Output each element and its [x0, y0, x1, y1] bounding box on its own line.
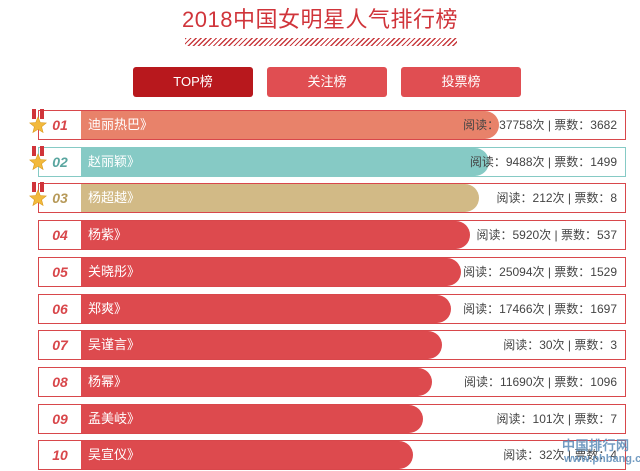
celebrity-name-link[interactable]: 杨超越》: [88, 190, 141, 205]
popularity-bar: [81, 148, 489, 176]
rank-number: 10: [52, 447, 68, 463]
rank-number: 03: [52, 190, 68, 206]
ranking-row[interactable]: 07 吴谨言》 阅读：30次 | 票数：3: [38, 330, 626, 360]
watermark-site-name: 中国排行网: [562, 438, 630, 453]
read-vote-stats: 阅读：212次 | 票数：8: [496, 191, 617, 205]
ranking-row[interactable]: 08 杨幂》 阅读：11690次 | 票数：1096: [38, 367, 626, 397]
watermark: 中国排行网 www.phbang.cn: [556, 435, 640, 471]
celebrity-name-link[interactable]: 关晓彤》: [88, 264, 141, 279]
ranking-row[interactable]: 02 赵丽颖》 阅读：9488次 | 票数：1499: [38, 147, 626, 177]
popularity-bar: [81, 111, 499, 139]
popularity-bar: [81, 221, 470, 249]
tab-vote[interactable]: 投票榜: [401, 67, 521, 97]
popularity-bar: [81, 295, 451, 323]
rank-number: 01: [52, 117, 68, 133]
rank-number: 08: [52, 374, 68, 390]
celebrity-name-link[interactable]: 孟美岐》: [88, 411, 141, 426]
ranking-row[interactable]: 03 杨超越》 阅读：212次 | 票数：8: [38, 183, 626, 213]
ranking-row[interactable]: 04 杨紫》 阅读：5920次 | 票数：537: [38, 220, 626, 250]
rank-number: 02: [52, 154, 68, 170]
rank-number: 09: [52, 411, 68, 427]
celebrity-name-link[interactable]: 吴谨言》: [88, 337, 141, 352]
celebrity-name-link[interactable]: 郑爽》: [88, 301, 128, 316]
medal-star-icon: [29, 109, 47, 134]
rank-number: 07: [52, 337, 68, 353]
rank-number: 06: [52, 301, 68, 317]
read-vote-stats: 阅读：9488次 | 票数：1499: [469, 155, 617, 169]
popularity-bar: [81, 405, 423, 433]
tab-top[interactable]: TOP榜: [133, 67, 253, 97]
celebrity-name-link[interactable]: 迪丽热巴》: [88, 117, 154, 132]
read-vote-stats: 阅读：11690次 | 票数：1096: [464, 375, 617, 389]
title-underline-decoration: [185, 38, 457, 46]
read-vote-stats: 阅读：32次 | 票数：4: [503, 448, 617, 462]
tab-follow[interactable]: 关注榜: [267, 67, 387, 97]
popularity-bar: [81, 368, 432, 396]
read-vote-stats: 阅读：30次 | 票数：3: [503, 338, 617, 352]
ranking-row[interactable]: 05 关晓彤》 阅读：25094次 | 票数：1529: [38, 257, 626, 287]
read-vote-stats: 阅读：25094次 | 票数：1529: [463, 265, 617, 279]
celebrity-name-link[interactable]: 杨紫》: [88, 227, 128, 242]
rank-number: 05: [52, 264, 68, 280]
read-vote-stats: 阅读：5920次 | 票数：537: [476, 228, 617, 242]
medal-star-icon: [29, 146, 47, 171]
ranking-row[interactable]: 06 郑爽》 阅读：17466次 | 票数：1697: [38, 294, 626, 324]
watermark-url: www.phbang.cn: [564, 453, 640, 465]
popularity-bar: [81, 184, 479, 212]
celebrity-name-link[interactable]: 吴宣仪》: [88, 447, 141, 462]
celebrity-name-link[interactable]: 赵丽颖》: [88, 154, 141, 169]
celebrity-name-link[interactable]: 杨幂》: [88, 374, 128, 389]
rank-number: 04: [52, 227, 68, 243]
popularity-bar: [81, 331, 442, 359]
ranking-row[interactable]: 09 孟美岐》 阅读：101次 | 票数：7: [38, 404, 626, 434]
popularity-bar: [81, 258, 461, 286]
medal-star-icon: [29, 182, 47, 207]
ranking-tabs: TOP榜 关注榜 投票榜: [0, 67, 640, 97]
read-vote-stats: 阅读：17466次 | 票数：1697: [463, 302, 617, 316]
read-vote-stats: 阅读：37758次 | 票数：3682: [463, 118, 617, 132]
popularity-bar: [81, 441, 413, 469]
page-title: 2018中国女明星人气排行榜: [182, 7, 458, 32]
ranking-row[interactable]: 10 吴宣仪》 阅读：32次 | 票数：4: [38, 440, 626, 470]
read-vote-stats: 阅读：101次 | 票数：7: [496, 412, 617, 426]
ranking-row[interactable]: 01 迪丽热巴》 阅读：37758次 | 票数：3682: [38, 110, 626, 140]
